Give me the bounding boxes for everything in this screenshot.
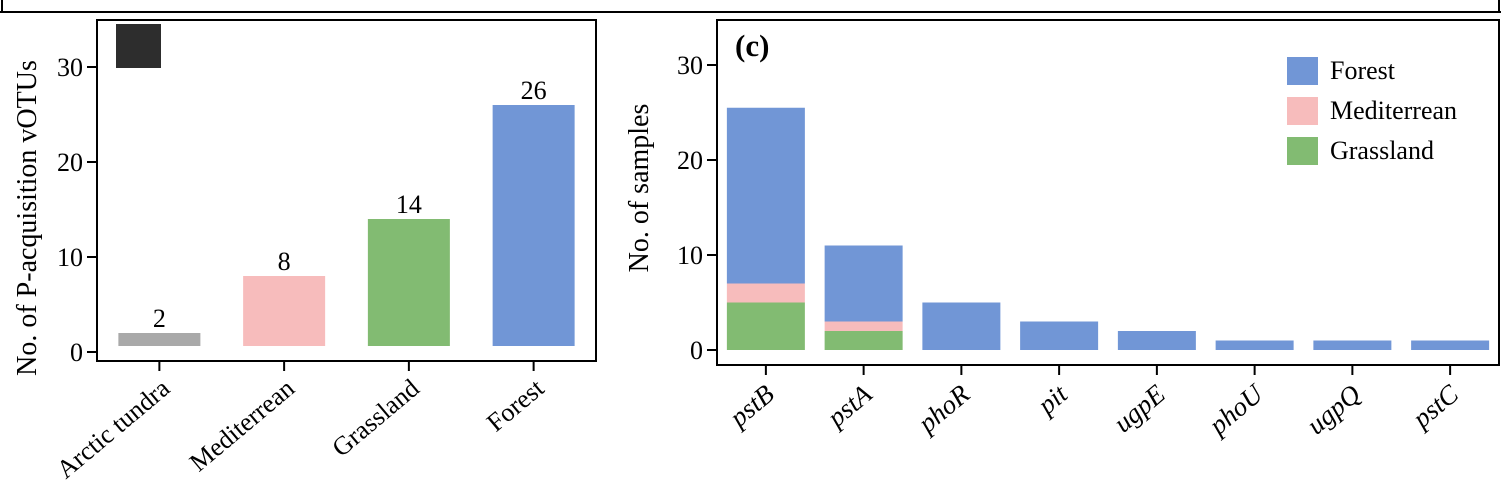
panel-b-y-tick-label: 10 [57,243,83,272]
panel-b-frame [96,19,597,362]
bar-psta-grassland [824,331,903,350]
bar-phor-forest [922,302,1001,350]
panel-c-y-tick-label: 10 [677,241,703,270]
legend-label-mediterrean: Mediterrean [1330,96,1457,125]
panel-c-y-tick-label: 30 [677,51,703,80]
bar-pstb-grassland [726,302,805,350]
data-label-mediterrean: 8 [278,247,291,276]
panel-c-y-tick-label: 20 [677,146,703,175]
bar-psta-forest [824,245,903,322]
x-label-pstc: pstC [1405,378,1465,435]
legend-swatch-mediterrean [1287,97,1318,125]
x-label-arctic-tundra: Arctic tundra [51,373,176,484]
panel-c-frame [716,19,1500,366]
x-label-phou: phoU [1202,378,1270,442]
bar-psta-mediterrean [824,321,903,331]
data-label-forest: 26 [521,76,547,105]
legend-label-forest: Forest [1330,56,1396,85]
x-label-grassland: Grassland [326,373,424,462]
bar-ugpq-forest [1313,340,1392,350]
panel-b-label-redaction [116,24,161,68]
legend-swatch-forest [1287,57,1318,85]
x-label-pit: pit [1030,378,1074,422]
bar-mediterrean [243,276,326,346]
bar-pstb-mediterrean [726,283,805,303]
panel-b-y-tick-label: 0 [70,338,83,367]
data-label-grassland: 14 [396,190,422,219]
legend-label-grassland: Grassland [1330,136,1434,165]
panel-b-chart: 0 10 20 30 2 8 14 26 Arctic tundra Mediterrean G… [12,19,597,484]
bar-arctic-tundra [118,333,201,346]
legend-swatch-grassland [1287,137,1318,165]
panel-b-y-tick-label: 30 [57,53,83,82]
bar-ugpe-forest [1117,331,1196,350]
x-label-forest: Forest [481,373,550,437]
x-label-phor: phoR [911,378,976,439]
x-label-psta: pstA [820,378,878,433]
x-label-ugpq: ugpQ [1301,379,1366,441]
panel-c-y-axis-title: No. of samples [624,104,655,273]
bar-pstb-forest [726,107,805,284]
bar-grassland [367,219,450,346]
bar-pit-forest [1020,321,1099,350]
bar-forest [492,105,575,346]
data-label-arctic-tundra: 2 [153,304,166,333]
panel-c-chart: (c) 0 10 20 30 pstB pstA phoR pit ugpE phoU ugpQ p… [624,19,1500,442]
bar-phou-forest [1215,340,1294,350]
x-label-ugpe: ugpE [1108,378,1171,438]
panel-c-label: (c) [735,28,769,63]
panel-c-y-tick-label: 0 [690,336,703,365]
panel-b-y-axis-title: No. of P-acquisition vOTUs [12,60,43,376]
x-label-pstb: pstB [722,379,780,434]
panel-b-y-tick-label: 20 [57,148,83,177]
x-label-mediterrean: Mediterrean [184,373,300,477]
panel-c-legend: Forest Mediterrean Grassland [1287,56,1457,165]
bar-pstc-forest [1411,340,1490,350]
